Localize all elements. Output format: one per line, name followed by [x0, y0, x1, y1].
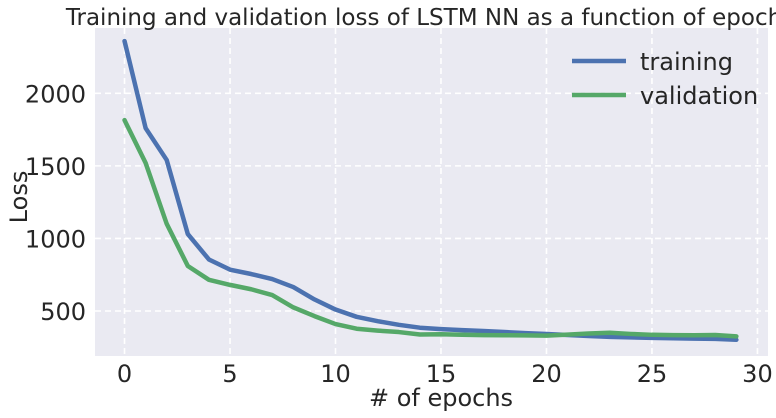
x-tick-label: 0 [117, 360, 132, 388]
x-tick-label: 20 [531, 360, 562, 388]
x-tick-label: 30 [742, 360, 773, 388]
x-tick-label: 10 [320, 360, 351, 388]
series-line-training [122, 38, 739, 342]
x-tick-label: 5 [222, 360, 237, 388]
y-tick-label: 500 [40, 298, 86, 326]
legend: training validation [572, 48, 758, 110]
legend-label-validation: validation [640, 82, 758, 110]
grid-layer [95, 28, 768, 356]
legend-label-training: training [640, 48, 733, 76]
x-axis-label: # of epochs [369, 384, 513, 412]
x-tick-label: 25 [637, 360, 668, 388]
tick-labels: 0 5 10 15 20 25 30 500 1000 1500 2000 [25, 80, 773, 388]
series-line-validation [122, 117, 739, 339]
y-tick-label: 2000 [25, 80, 86, 108]
series-layer [122, 38, 739, 342]
plot-background [95, 28, 768, 356]
y-tick-label: 1500 [25, 153, 86, 181]
chart-title: Training and validation loss of LSTM NN … [65, 5, 776, 31]
x-tick-label: 15 [426, 360, 457, 388]
y-axis-label: Loss [5, 171, 33, 224]
y-tick-label: 1000 [25, 225, 86, 253]
